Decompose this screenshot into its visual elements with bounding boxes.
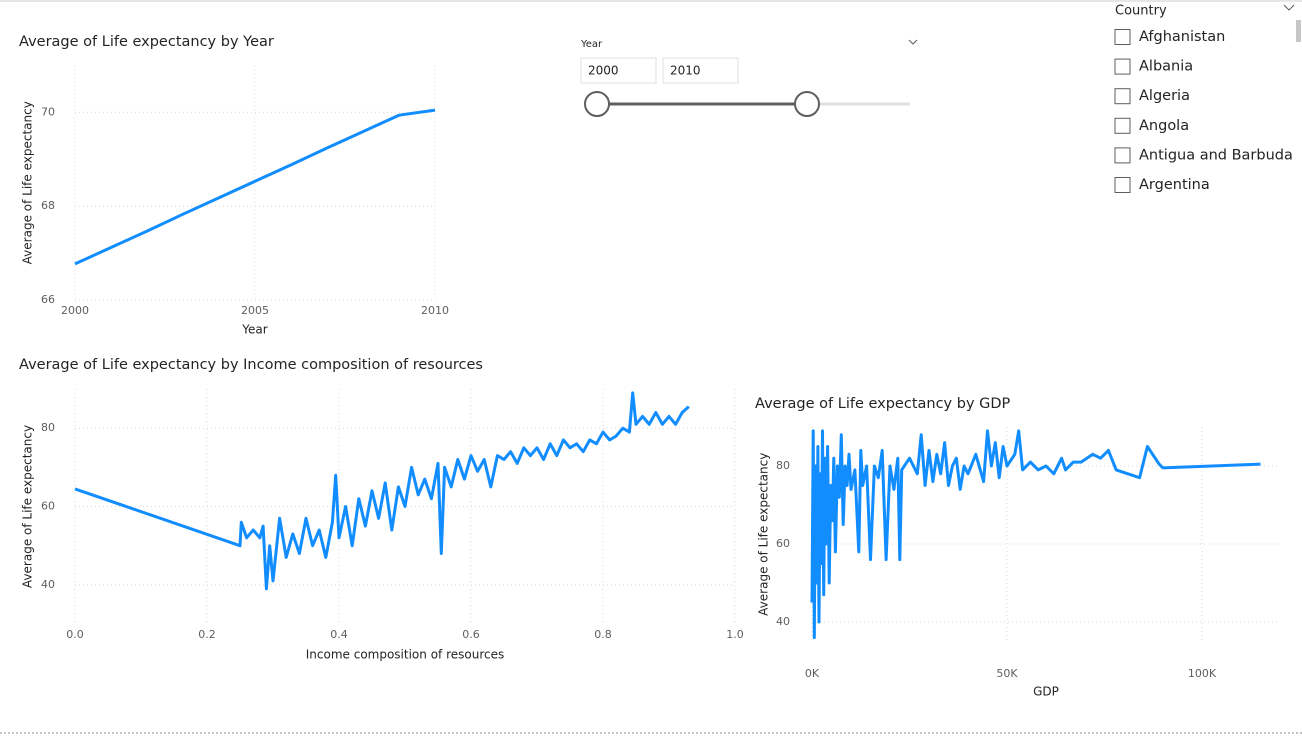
y-axis-title: Average of Life expectancy (757, 453, 771, 616)
slider-handle[interactable] (584, 91, 610, 117)
y-tick-label: 66 (41, 293, 55, 306)
x-tick-label: 2000 (61, 304, 89, 317)
checkbox[interactable] (1114, 147, 1131, 164)
country-item[interactable]: Afghanistan (1139, 29, 1225, 45)
country-item[interactable]: Argentina (1139, 177, 1210, 193)
country-slicer: Country (1115, 4, 1301, 42)
x-tick-label: 1.0 (726, 628, 744, 641)
country-item[interactable]: Angola (1139, 118, 1189, 134)
x-axis-title: Income composition of resources (306, 648, 504, 662)
year-slicer[interactable]: Year 2000 2010 (580, 39, 918, 117)
y-tick-label: 80 (41, 421, 55, 434)
chevron[interactable] (1283, 4, 1295, 11)
y-tick-label: 80 (776, 459, 790, 472)
x-tick-label: 2005 (241, 304, 269, 317)
chart-title: Average of Life expectancy by Income com… (19, 357, 483, 373)
x-tick-label: 0.6 (462, 628, 480, 641)
x-tick-label: 2010 (421, 304, 449, 317)
data-line (810, 429, 1261, 640)
start-input[interactable]: 2000 (588, 64, 619, 78)
checkbox[interactable] (1114, 117, 1131, 134)
scrollbar[interactable] (1296, 20, 1301, 42)
country-item[interactable]: Antigua and Barbuda (1139, 147, 1293, 163)
input-box[interactable] (662, 57, 739, 84)
y-tick-label: 68 (41, 199, 55, 212)
x-axis-title: GDP (1033, 685, 1059, 699)
chart-title: Average of Life expectancy by Year (19, 34, 274, 50)
country-item[interactable]: Albania (1139, 59, 1193, 75)
data-line (74, 108, 436, 266)
slicer-title: Country (1115, 4, 1167, 19)
y-tick-label: 60 (776, 537, 790, 550)
checkbox[interactable] (1114, 88, 1131, 105)
checkbox[interactable] (1114, 58, 1131, 75)
y-axis-title: Average of Life expectancy (21, 425, 35, 588)
x-tick-label: 50K (996, 667, 1018, 680)
x-tick-label: 0.0 (66, 628, 84, 641)
end-input[interactable]: 2010 (670, 64, 701, 78)
slider-handle[interactable] (794, 91, 820, 117)
x-tick-label: 0.8 (594, 628, 612, 641)
y-tick-label: 40 (776, 615, 790, 628)
chevron[interactable] (908, 39, 918, 45)
y-tick-label: 40 (41, 578, 55, 591)
x-tick-label: 0.4 (330, 628, 348, 641)
x-tick-label: 0K (805, 667, 820, 680)
slicer-title: Year (580, 39, 603, 50)
checkbox[interactable] (1114, 29, 1131, 45)
y-axis-title: Average of Life expectancy (21, 101, 35, 264)
y-tick-label: 70 (41, 105, 55, 118)
y-tick-label: 60 (41, 500, 55, 513)
x-axis-title: Year (241, 323, 267, 337)
input-box[interactable] (580, 57, 657, 84)
x-tick-label: 0.2 (198, 628, 216, 641)
data-line (74, 391, 690, 591)
chart-title: Average of Life expectancy by GDP (755, 396, 1011, 412)
checkbox[interactable] (1114, 177, 1131, 193)
x-tick-label: 100K (1188, 667, 1217, 680)
country-item[interactable]: Algeria (1139, 88, 1190, 104)
